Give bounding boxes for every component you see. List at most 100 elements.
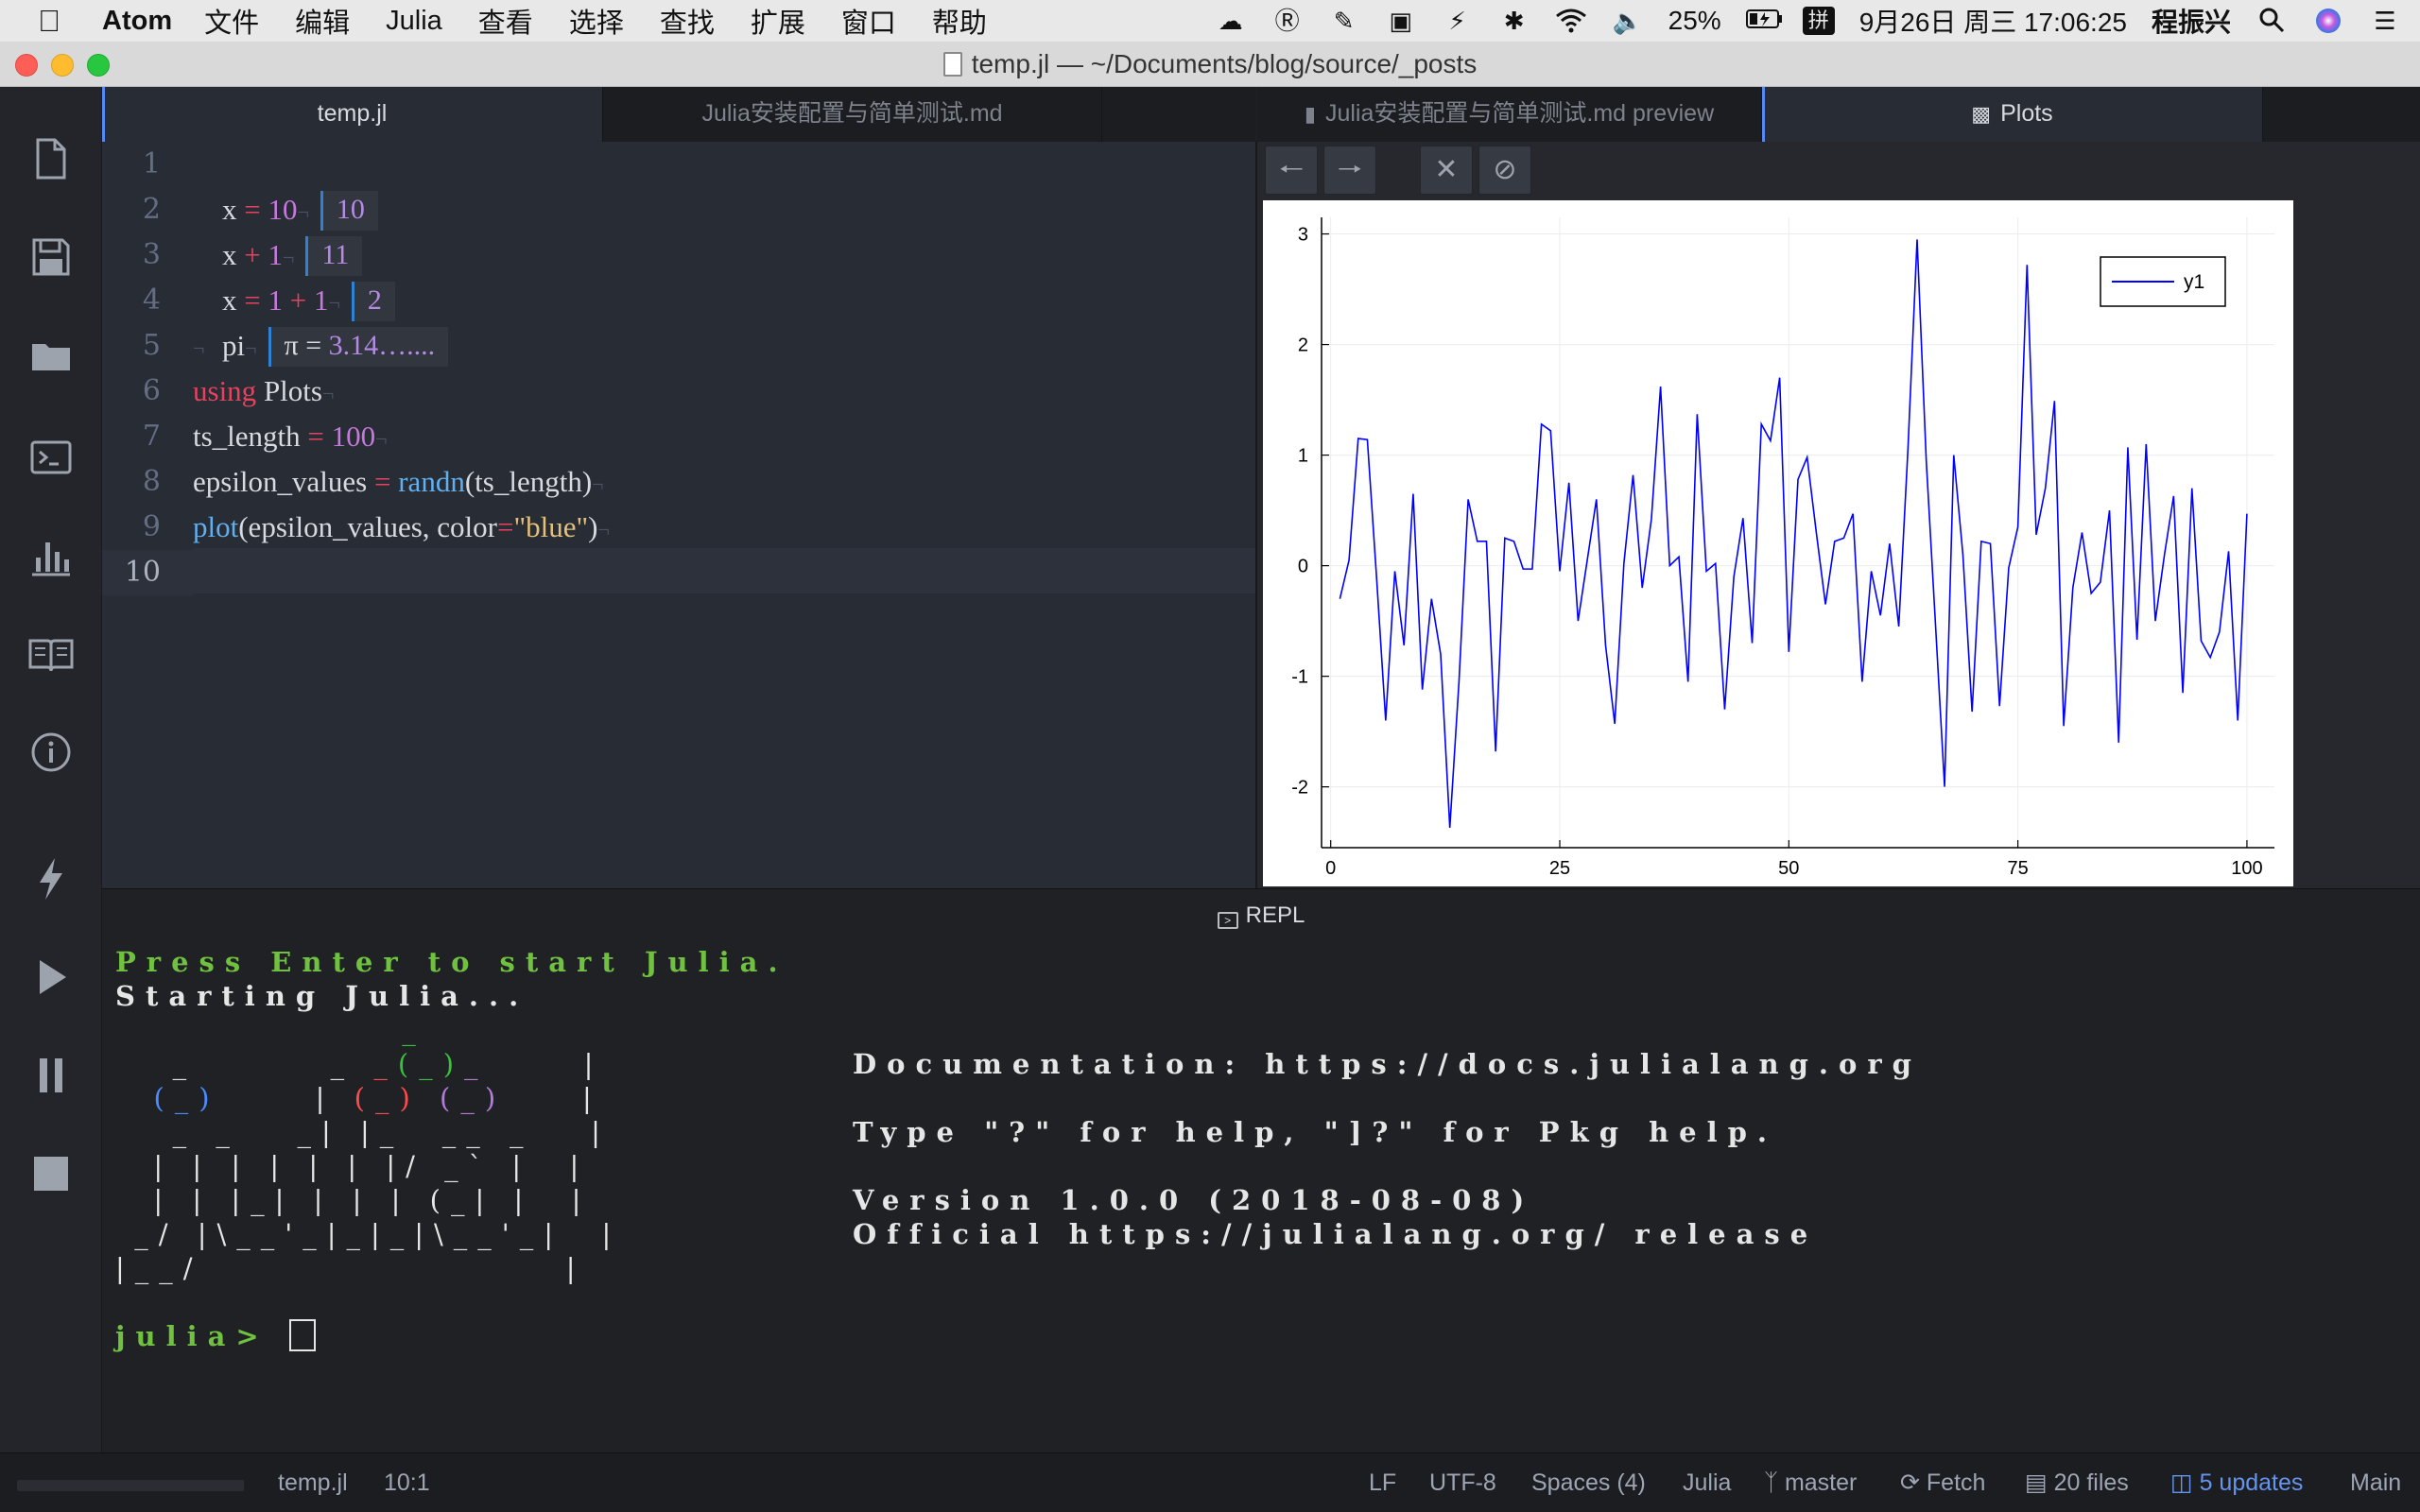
line-number: 3 [142,238,161,271]
code-line-5[interactable]: ¬ [193,336,205,360]
pause-icon[interactable] [26,1051,76,1100]
window-minimize-button[interactable] [51,54,74,77]
password-manager-icon[interactable]: Ⓡ [1274,7,1300,35]
menu-selection[interactable]: 选择 [568,9,624,39]
wifi-icon[interactable] [1555,7,1587,35]
notification-center-icon[interactable]: ☰ [2374,7,2396,35]
status-file-name[interactable]: temp.jl [278,1469,348,1496]
y-tick-label: 3 [1298,225,1308,246]
y-tick-label: 2 [1298,335,1308,356]
menu-packages[interactable]: 扩展 [750,9,805,39]
save-icon[interactable] [26,232,76,282]
code-line-4[interactable]: pi¬ π = 3.14….... [193,278,449,367]
new-file-icon[interactable] [26,134,76,183]
status-fetch-button[interactable]: ⟳ Fetch [1900,1469,1986,1496]
tab-markdown-preview[interactable]: ▮ Julia安装配置与简单测试.md preview [1257,87,1762,142]
cloud-icon[interactable]: ☁ [1218,7,1243,35]
input-method-icon[interactable]: 拼 [1802,7,1835,35]
terminal-small-icon: > [1217,912,1238,929]
plot-pane-icon[interactable] [26,531,76,580]
x-tick-label: 50 [1778,858,1799,879]
repl-tab-header[interactable]: > REPL [102,888,2420,941]
menu-app-name[interactable]: Atom [102,5,173,36]
volume-icon[interactable]: 🔈 [1612,7,1643,35]
x-tick-label: 100 [2231,858,2262,879]
menu-julia[interactable]: Julia [386,5,442,36]
clock[interactable]: 9月26日 周三 17:06:25 [1858,8,2127,37]
repl-cursor [288,1319,316,1351]
plot-close-button[interactable]: ✕ [1420,146,1473,195]
user-name[interactable]: 程振兴 [2151,8,2231,37]
status-encoding[interactable]: UTF-8 [1429,1469,1496,1496]
inline-result[interactable]: 2 [351,282,395,321]
plot-forward-button[interactable]: 🠒 [1323,146,1376,195]
menu-bar:  Atom 文件 编辑 Julia 查看 选择 查找 扩展 窗口 帮助 ☁ Ⓡ… [0,0,2420,42]
menu-edit[interactable]: 编辑 [295,9,351,39]
repl-starting: Starting Julia... [115,980,529,1012]
window-zoom-button[interactable] [87,54,110,77]
x-tick-label: 0 [1325,858,1336,879]
julia-logo-row: _/ |\__'_|_|_|\__'_| | [115,1218,622,1250]
display-icon[interactable]: ▣ [1389,7,1412,35]
spotlight-search-icon[interactable] [2256,7,2288,35]
bluetooth-icon[interactable]: ✱ [1503,7,1525,35]
repl-terminal[interactable]: Press Enter to start Julia. Starting Jul… [102,941,2420,1452]
window-close-button[interactable] [15,54,38,77]
tab-julia-md[interactable]: Julia安装配置与简单测试.md [603,87,1102,142]
code-line-2[interactable]: x + 1¬ 11 [193,187,363,276]
menu-file[interactable]: 文件 [204,9,260,39]
terminal-icon[interactable] [26,433,76,482]
inline-result[interactable]: 10 [320,191,378,231]
battery-icon[interactable] [1745,7,1782,35]
julia-toolbar [0,87,102,1452]
bar-chart-icon: ▩ [1971,102,1992,126]
y-tick-label: -2 [1291,778,1308,799]
y-tick-label: 1 [1298,446,1308,467]
notes-icon[interactable]: ✎ [1333,7,1355,35]
line-number: 8 [142,465,161,498]
line-number: 5 [142,329,161,362]
x-tick-label: 25 [1549,858,1570,879]
menu-view[interactable]: 查看 [477,9,533,39]
code-line-6[interactable]: using Plots¬ [193,374,335,407]
inline-result-pi[interactable]: π = 3.14….... [268,327,449,367]
lightning-app-icon[interactable]: ⚡ [1448,7,1466,35]
status-updates[interactable]: ◫ 5 updates [2170,1469,2304,1496]
run-icon[interactable] [26,953,76,1002]
apple-icon[interactable]:  [38,4,76,39]
plot-clear-button[interactable]: ⊘ [1478,146,1531,195]
tab-temp-jl[interactable]: temp.jl [102,87,603,142]
tab-plots[interactable]: ▩ Plots [1762,87,2263,142]
stop-icon[interactable] [26,1149,76,1198]
status-branch[interactable]: ᛉ master [1764,1469,1858,1496]
inline-result[interactable]: 11 [305,236,363,276]
code-line-3[interactable]: x = 1 + 1¬ 2 [193,232,395,321]
documentation-icon[interactable] [26,629,76,679]
menu-window[interactable]: 窗口 [840,9,896,39]
document-icon [942,52,962,77]
window-title-bar: temp.jl — ~/Documents/blog/source/_posts [0,42,2420,87]
status-module[interactable]: Main [2350,1469,2402,1496]
status-cursor-position[interactable]: 10:1 [384,1469,430,1496]
info-icon[interactable] [26,728,76,777]
repl-prompt-line[interactable]: julia> [115,1319,316,1353]
status-files[interactable]: ▤ 20 files [2025,1469,2129,1496]
menu-help[interactable]: 帮助 [931,9,987,39]
plot-back-button[interactable]: 🠐 [1265,146,1318,195]
line-number: 9 [142,510,161,543]
menu-find[interactable]: 查找 [659,9,715,39]
status-line-ending[interactable]: LF [1369,1469,1397,1496]
status-grammar[interactable]: Julia [1683,1469,1732,1496]
plot-canvas[interactable]: 0 25 50 75 100 -2 -1 0 1 2 3 y1 [1263,200,2293,886]
code-line-1[interactable]: x = 10¬ 10 [193,142,378,231]
code-line-8[interactable]: epsilon_values = randn(ts_length)¬ [193,465,604,498]
code-line-9[interactable]: plot(epsilon_values, color="blue")¬ [193,510,610,543]
code-editor[interactable]: 1 2 3 4 5 6 7 8 9 10 x = 10¬ 10 x + 1¬ 11 … [102,142,1255,888]
legend-label: y1 [2184,271,2204,293]
open-folder-icon[interactable] [26,331,76,380]
status-indentation[interactable]: Spaces (4) [1531,1469,1646,1496]
code-line-7[interactable]: ts_length = 100¬ [193,420,388,453]
lightning-icon[interactable] [26,854,76,903]
line-number: 2 [142,193,161,226]
siri-icon[interactable] [2312,7,2344,35]
